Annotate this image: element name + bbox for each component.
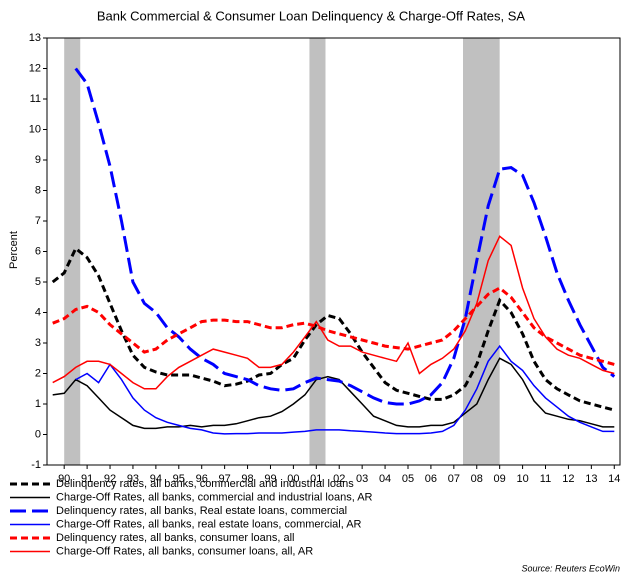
y-tick-label: 3 — [35, 337, 41, 349]
x-tick-label: 05 — [402, 473, 414, 485]
x-tick-label: 02 — [333, 473, 345, 485]
y-tick-label: 10 — [29, 123, 41, 135]
recession-band — [64, 38, 81, 465]
chart-subtitle: Bank Commercial & Consumer Loan Delinque… — [97, 8, 526, 23]
source-note: Source: Reuters EcoWin — [522, 563, 620, 573]
x-tick-label: 97 — [219, 473, 231, 485]
y-tick-label: 6 — [35, 245, 41, 257]
y-axis-label: Percent — [8, 231, 20, 269]
series-line — [52, 286, 615, 366]
x-tick-label: 99 — [264, 473, 276, 485]
series-line — [74, 67, 616, 406]
legend-label: Delinquency rates, all banks, consumer l… — [56, 532, 294, 544]
series-line — [51, 246, 615, 412]
series-line — [75, 344, 615, 435]
legend-label: Charge-Off Rates, all banks, commercial … — [56, 491, 373, 503]
x-tick-label: 94 — [150, 473, 162, 485]
y-tick-label: 2 — [35, 367, 41, 379]
x-tick-label: 04 — [379, 473, 391, 485]
x-tick-label: 92 — [104, 473, 116, 485]
legend-label: Delinquency rates, all banks, commercial… — [56, 478, 354, 490]
y-tick-label: 9 — [35, 154, 41, 166]
y-tick-label: 5 — [35, 276, 41, 288]
series-line — [52, 357, 615, 430]
recession-band — [309, 38, 326, 465]
x-tick-label: 96 — [196, 473, 208, 485]
x-tick-label: 98 — [241, 473, 253, 485]
y-tick-label: 11 — [30, 93, 41, 105]
x-tick-label: 10 — [516, 473, 528, 485]
legend-label: Delinquency rates, all banks, Real estat… — [56, 505, 347, 517]
x-tick-label: 09 — [494, 473, 506, 485]
x-tick-label: 00 — [287, 473, 299, 485]
y-tick-label: -1 — [31, 459, 41, 471]
x-tick-label: 13 — [585, 473, 597, 485]
legend-label: Charge-Off Rates, all banks, real estate… — [56, 518, 362, 530]
x-tick-label: 11 — [540, 473, 551, 485]
y-tick-label: 8 — [35, 184, 41, 196]
x-tick-label: 91 — [81, 473, 93, 485]
x-tick-label: 14 — [608, 473, 620, 485]
x-tick-label: 06 — [425, 473, 437, 485]
y-tick-label: 0 — [35, 428, 41, 440]
series-line — [52, 235, 615, 390]
y-tick-label: 4 — [35, 306, 41, 318]
x-tick-label: 08 — [471, 473, 483, 485]
y-tick-label: 7 — [35, 215, 41, 227]
x-tick-label: 01 — [310, 473, 322, 485]
recession-band — [462, 38, 500, 465]
y-tick-label: 13 — [29, 32, 41, 44]
x-tick-label: 90 — [58, 473, 70, 485]
x-tick-label: 07 — [448, 473, 460, 485]
x-tick-label: 03 — [356, 473, 368, 485]
x-tick-label: 95 — [173, 473, 185, 485]
y-tick-label: 1 — [35, 398, 41, 410]
legend-label: Charge-Off Rates, all banks, consumer lo… — [56, 545, 313, 557]
x-tick-label: 12 — [562, 473, 574, 485]
y-tick-label: 12 — [29, 62, 41, 74]
x-tick-label: 93 — [127, 473, 139, 485]
